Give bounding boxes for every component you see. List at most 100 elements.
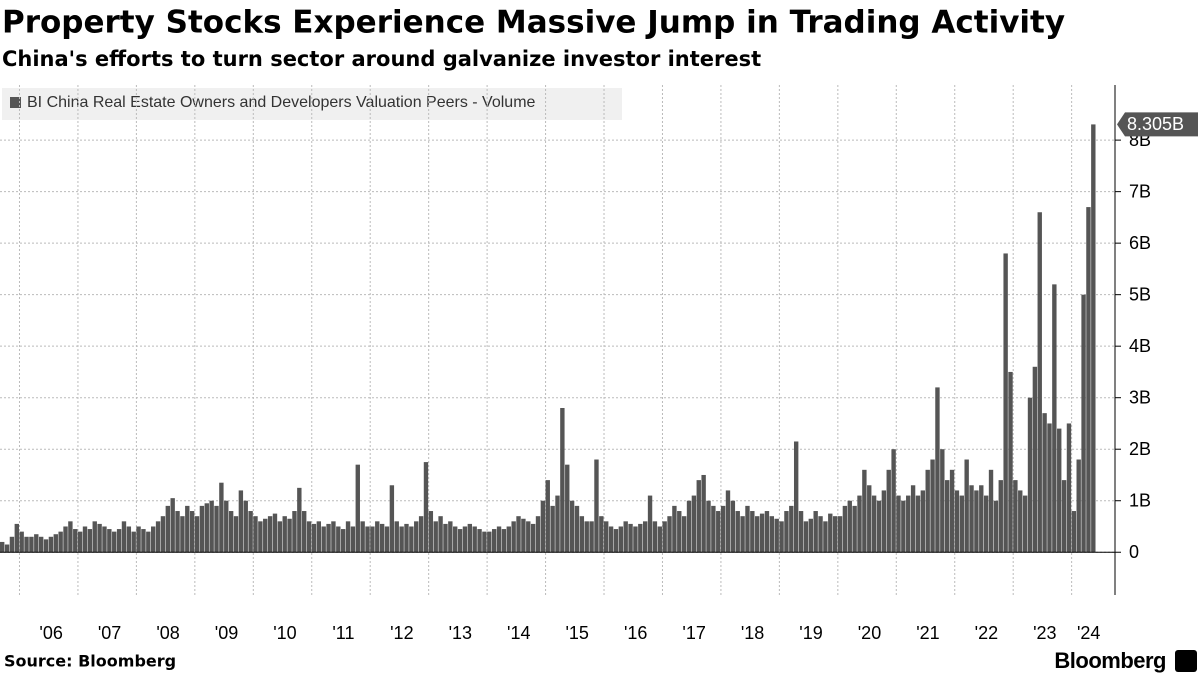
bar: [793, 441, 799, 553]
bar: [759, 513, 765, 553]
bar: [623, 521, 628, 553]
bar: [360, 521, 365, 553]
bar: [506, 526, 511, 553]
bar: [146, 531, 151, 553]
bar: [321, 526, 326, 553]
bar: [915, 495, 921, 553]
bar: [1086, 207, 1091, 553]
bar: [740, 516, 745, 553]
bar: [526, 521, 531, 553]
bar: [258, 521, 263, 553]
bar: [574, 505, 580, 553]
bar: [77, 531, 83, 553]
bar: [209, 500, 214, 553]
bar: [764, 511, 770, 553]
y-tick-label: 7B: [1129, 181, 1151, 201]
y-tick-label: 4B: [1129, 336, 1151, 356]
bar: [813, 511, 818, 553]
bar: [730, 500, 736, 553]
bar: [579, 516, 585, 553]
bar: [589, 521, 594, 553]
bar: [97, 523, 102, 553]
bar: [199, 505, 205, 553]
bar: [657, 526, 662, 553]
chart-subtitle: China's efforts to turn sector around ga…: [2, 47, 761, 71]
bar: [584, 521, 589, 553]
bar: [876, 500, 882, 553]
bar: [964, 459, 969, 553]
bar: [530, 523, 536, 553]
bar: [613, 529, 619, 553]
bar: [983, 495, 989, 553]
legend-swatch: [10, 97, 21, 108]
bar: [1003, 253, 1008, 553]
bar: [672, 505, 677, 553]
bar: [311, 523, 317, 553]
bar: [107, 529, 112, 553]
bar: [136, 526, 141, 553]
bar: [238, 490, 244, 553]
bar: [43, 539, 49, 553]
bar: [944, 480, 950, 553]
bar: [521, 518, 526, 553]
bar: [725, 490, 731, 553]
bar: [297, 487, 302, 553]
bar: [618, 526, 624, 553]
bar: [1057, 428, 1062, 553]
bar: [92, 521, 97, 553]
bar: [418, 516, 424, 553]
bar: [180, 516, 185, 553]
x-tick-label: '17: [682, 623, 705, 643]
bar: [58, 531, 63, 553]
bar: [1081, 294, 1086, 553]
bar: [716, 511, 721, 553]
x-tick-label: '15: [565, 623, 588, 643]
bar: [750, 511, 755, 553]
bar: [701, 474, 706, 553]
x-tick-label: '21: [916, 623, 939, 643]
bar: [852, 505, 857, 553]
bar: [1091, 124, 1096, 553]
bar: [263, 518, 268, 553]
x-tick-label: '13: [449, 623, 472, 643]
bar: [969, 485, 974, 553]
bar: [185, 505, 190, 553]
bar: [706, 500, 711, 553]
bar: [545, 480, 550, 553]
bar: [277, 521, 283, 553]
bar: [336, 526, 341, 553]
bar: [316, 521, 322, 553]
bar: [87, 529, 93, 553]
bar: [379, 523, 385, 553]
bar: [867, 485, 872, 553]
bar: [428, 511, 434, 553]
bar: [141, 529, 146, 553]
bar: [974, 490, 979, 553]
bar: [857, 495, 862, 553]
bar: [604, 521, 609, 553]
bar: [949, 469, 955, 553]
bar: [0, 541, 5, 553]
bar: [711, 505, 716, 553]
bar: [930, 459, 935, 553]
bar: [565, 464, 570, 553]
bar: [121, 521, 127, 553]
x-tick-label: '09: [215, 623, 238, 643]
bar: [954, 490, 960, 553]
x-tick-label: '22: [975, 623, 998, 643]
bar: [292, 511, 297, 553]
bar: [720, 505, 726, 553]
bar: [862, 469, 867, 553]
bar: [1042, 413, 1047, 553]
bar: [228, 511, 234, 553]
bar: [842, 505, 848, 553]
bar: [438, 516, 443, 553]
bar: [423, 462, 429, 553]
bar: [482, 531, 487, 553]
bar: [491, 529, 497, 553]
bar: [219, 482, 224, 553]
bar: [189, 511, 195, 553]
x-tick-label: '12: [390, 623, 413, 643]
bar: [287, 518, 292, 553]
